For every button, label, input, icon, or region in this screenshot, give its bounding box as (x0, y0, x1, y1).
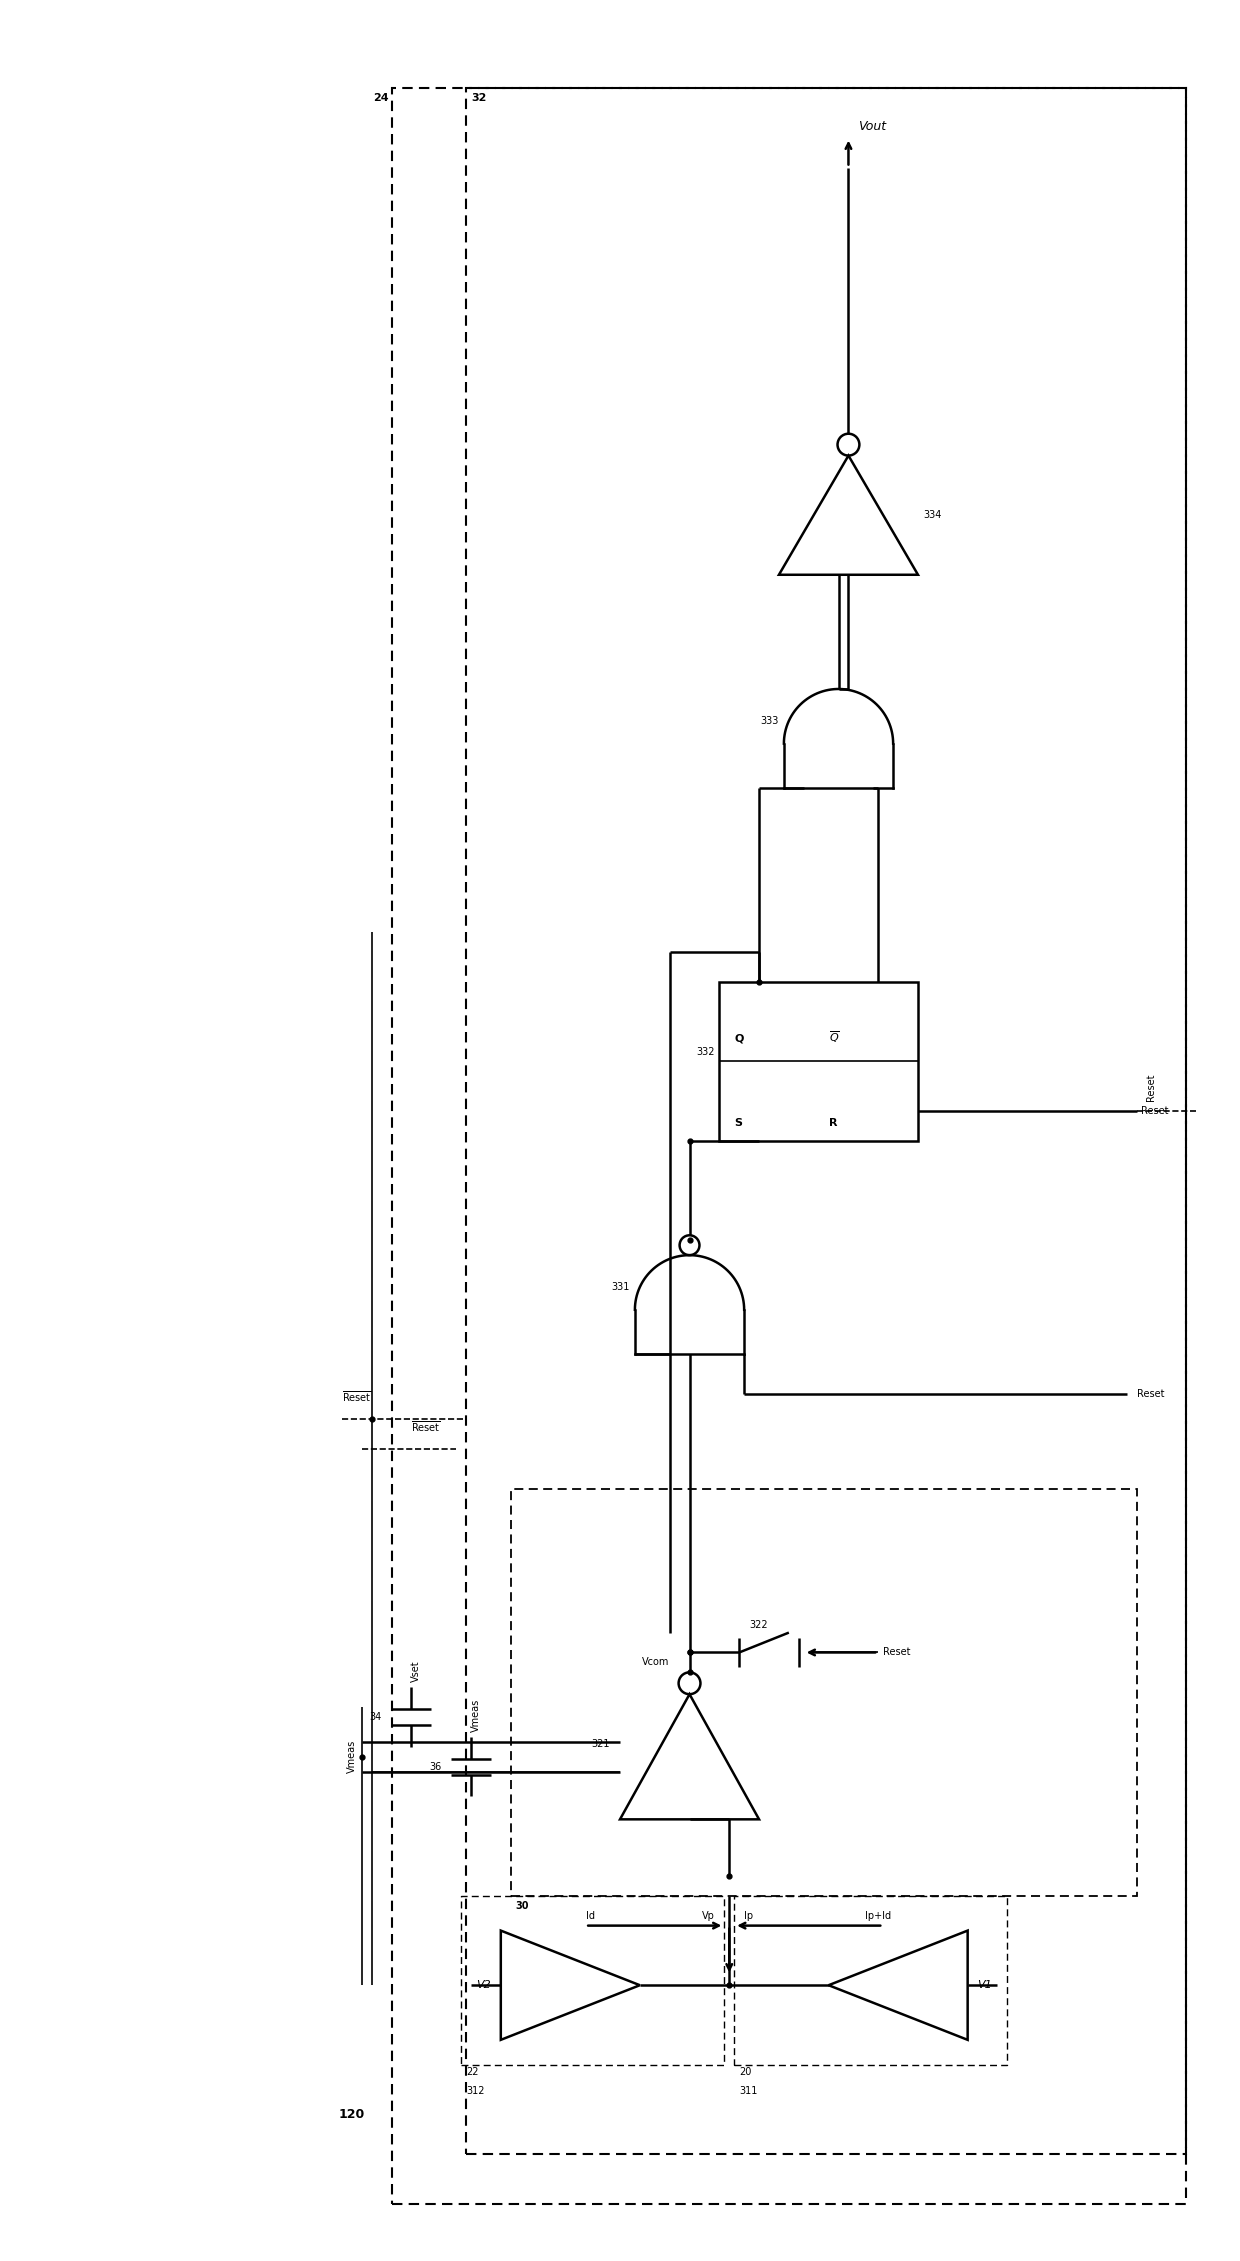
Text: 36: 36 (429, 1761, 441, 1773)
Text: 24: 24 (373, 93, 388, 104)
Text: Reset: Reset (1137, 1388, 1164, 1400)
Bar (466, 88, 1187, 2155)
Text: 321: 321 (591, 1739, 610, 1748)
Text: 120: 120 (339, 2107, 365, 2121)
Text: Vout: Vout (858, 120, 887, 133)
Text: Vmeas: Vmeas (347, 1741, 357, 1773)
Text: Reset: Reset (883, 1648, 910, 1657)
Text: S: S (734, 1117, 743, 1128)
Text: 20: 20 (739, 2067, 751, 2076)
Text: 311: 311 (739, 2087, 758, 2096)
Bar (461, 1895, 724, 2064)
Text: Id: Id (585, 1911, 595, 1920)
Text: 32: 32 (471, 93, 486, 104)
Text: V1: V1 (977, 1981, 992, 1990)
Text: Ip+Id: Ip+Id (866, 1911, 892, 1920)
Text: 332: 332 (696, 1047, 714, 1056)
Text: $\overline{\rm Reset}$: $\overline{\rm Reset}$ (342, 1388, 372, 1404)
Text: Ip: Ip (744, 1911, 753, 1920)
Bar (719, 981, 918, 1142)
Text: Q: Q (734, 1033, 744, 1045)
Text: 312: 312 (466, 2087, 485, 2096)
Text: Reset: Reset (1142, 1106, 1169, 1117)
Text: 22: 22 (466, 2067, 479, 2076)
Bar (511, 1488, 1137, 1895)
Text: Vset: Vset (412, 1660, 422, 1682)
Text: 322: 322 (750, 1619, 769, 1630)
Text: Vcom: Vcom (642, 1657, 670, 1666)
Text: 334: 334 (923, 511, 941, 520)
Text: Reset: Reset (1147, 1074, 1157, 1101)
Text: V2: V2 (476, 1981, 491, 1990)
Text: $\overline{\rm Reset}$: $\overline{\rm Reset}$ (412, 1420, 441, 1433)
Bar (392, 88, 1187, 2204)
Text: 34: 34 (370, 1712, 382, 1723)
Text: 331: 331 (611, 1282, 630, 1291)
Text: Vmeas: Vmeas (471, 1698, 481, 1732)
Bar (734, 1895, 1007, 2064)
Text: R: R (828, 1117, 837, 1128)
Text: Vp: Vp (702, 1911, 714, 1920)
Text: 333: 333 (760, 717, 779, 726)
Text: 30: 30 (516, 1902, 529, 1911)
Text: $\overline{Q}$: $\overline{Q}$ (828, 1029, 839, 1045)
